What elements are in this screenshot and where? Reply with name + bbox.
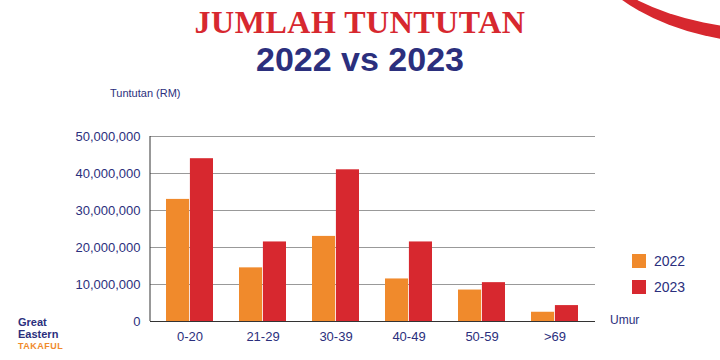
svg-text:0: 0	[133, 314, 140, 329]
html-text:JUMLAH TUNTUTAN: JUMLAH TUNTUTAN	[194, 4, 526, 40]
html-text:2022: 2022	[654, 253, 686, 269]
html-text:2023: 2023	[654, 279, 686, 295]
html-text:Tuntutan (RM): Tuntutan (RM)	[110, 87, 181, 99]
svg-text:30-39: 30-39	[319, 329, 352, 344]
svg-text:50,000,000: 50,000,000	[75, 129, 140, 144]
svg-text:50-59: 50-59	[465, 329, 498, 344]
svg-text:0-20: 0-20	[177, 329, 203, 344]
html-text:TAKAFUL: TAKAFUL	[18, 341, 64, 351]
svg-text:>69: >69	[544, 329, 566, 344]
html-text:Umur: Umur	[610, 313, 640, 327]
svg-text:20,000,000: 20,000,000	[75, 240, 140, 255]
html-text:2022 vs 2023: 2022 vs 2023	[256, 40, 464, 78]
svg-text:30,000,000: 30,000,000	[75, 203, 140, 218]
html-text:Great: Great	[18, 316, 47, 328]
svg-text:21-29: 21-29	[246, 329, 279, 344]
svg-text:40-49: 40-49	[392, 329, 425, 344]
html-text:Eastern: Eastern	[18, 328, 59, 340]
svg-text:40,000,000: 40,000,000	[75, 166, 140, 181]
svg-text:10,000,000: 10,000,000	[75, 277, 140, 292]
